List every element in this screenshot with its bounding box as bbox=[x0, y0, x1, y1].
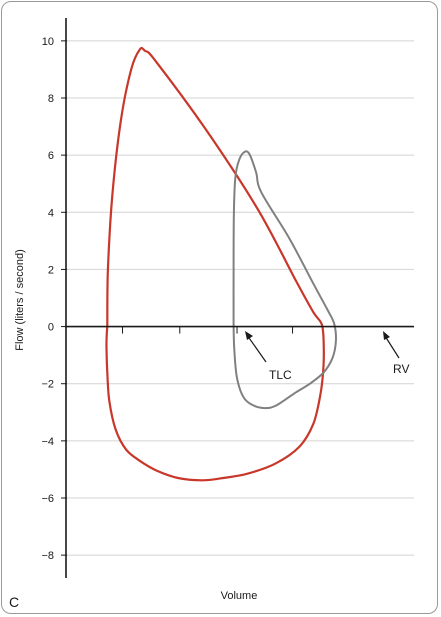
y-tick-label: −4 bbox=[41, 436, 54, 448]
y-tick-label: 6 bbox=[48, 150, 54, 162]
y-tick-label: 4 bbox=[48, 207, 54, 219]
y-ticks: 10 8 6 4 2 0 −2 −4 −6 −8 bbox=[41, 36, 67, 562]
tlc-arrowhead bbox=[245, 331, 253, 340]
x-ticks bbox=[122, 326, 294, 334]
rv-annotation: RV bbox=[383, 331, 409, 376]
axes bbox=[65, 18, 414, 578]
y-tick-label: 2 bbox=[48, 264, 54, 276]
x-axis-title: Volume bbox=[221, 590, 258, 602]
red-flow-volume-loop bbox=[105, 46, 325, 482]
y-axis-title: Flow (liters / second) bbox=[14, 249, 26, 350]
rv-label: RV bbox=[393, 362, 409, 376]
y-tick-label: 8 bbox=[48, 93, 54, 105]
panel-label: C bbox=[9, 594, 19, 610]
tlc-annotation: TLC bbox=[245, 331, 292, 382]
y-tick-label: −8 bbox=[41, 550, 54, 562]
gray-flow-volume-loop bbox=[232, 150, 337, 410]
series-layer bbox=[105, 46, 337, 482]
rv-arrowhead bbox=[383, 331, 390, 340]
tlc-label: TLC bbox=[269, 368, 292, 382]
gridlines bbox=[67, 40, 414, 556]
y-tick-label: 10 bbox=[42, 36, 54, 48]
y-tick-label: −2 bbox=[41, 379, 54, 391]
y-tick-label: 0 bbox=[48, 322, 54, 334]
rv-arrow-line bbox=[384, 335, 400, 359]
tlc-arrow-line bbox=[246, 334, 267, 363]
y-tick-label: −6 bbox=[41, 493, 54, 505]
